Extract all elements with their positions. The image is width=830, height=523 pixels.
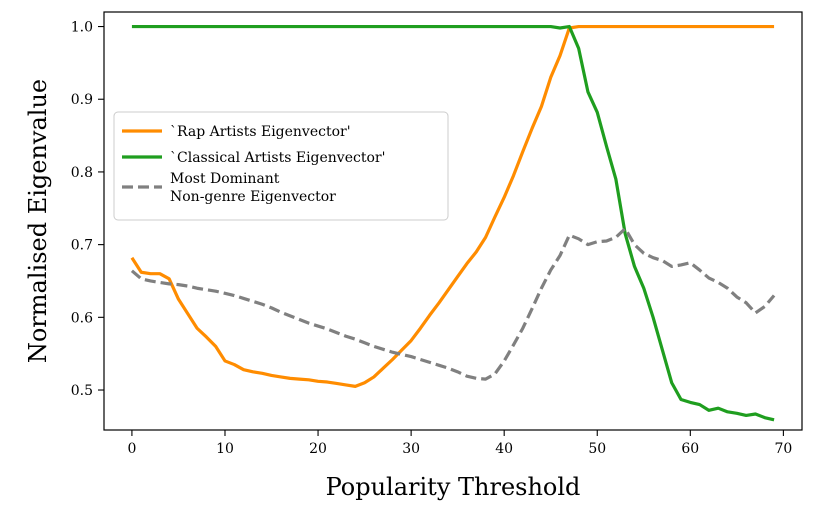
y-axis-ticks: 0.5 0.6 0.7 0.8 0.9 1.0 [71, 20, 104, 399]
x-tick-label: 20 [309, 441, 327, 457]
series-line-2 [131, 24, 775, 422]
x-axis-title: Popularity Threshold [326, 473, 581, 501]
legend-label-2: `Classical Artists Eigenvector' [170, 150, 385, 166]
x-tick-label: 40 [495, 441, 513, 457]
x-tick-label: 0 [127, 441, 136, 457]
y-tick-label: 0.7 [71, 238, 93, 254]
x-axis-ticks: 0 10 20 30 40 50 60 70 [127, 430, 792, 457]
series-line-3 [130, 227, 776, 381]
y-tick-label: 0.5 [71, 383, 93, 399]
y-tick-label: 0.8 [71, 165, 93, 181]
y-tick-label: 0.9 [71, 92, 93, 108]
plot-frame [103, 11, 803, 431]
legend-box [113, 111, 449, 221]
legend-label-3: Most Dominant Non-genre Eigenvector [170, 171, 336, 205]
y-tick-label: 0.6 [71, 310, 93, 326]
x-tick-label: 50 [588, 441, 606, 457]
y-axis-title: Normalised Eigenvalue [24, 79, 52, 363]
x-tick-label: 60 [681, 441, 699, 457]
legend: `Rap Artists Eigenvector' `Classical Arti… [113, 111, 449, 221]
x-tick-label: 70 [774, 441, 792, 457]
legend-label-1: `Rap Artists Eigenvector' [170, 124, 351, 140]
y-tick-label: 1.0 [71, 20, 93, 36]
x-tick-label: 10 [216, 441, 234, 457]
series-layer [130, 24, 776, 422]
x-tick-label: 30 [402, 441, 420, 457]
series-line-1 [130, 24, 775, 388]
